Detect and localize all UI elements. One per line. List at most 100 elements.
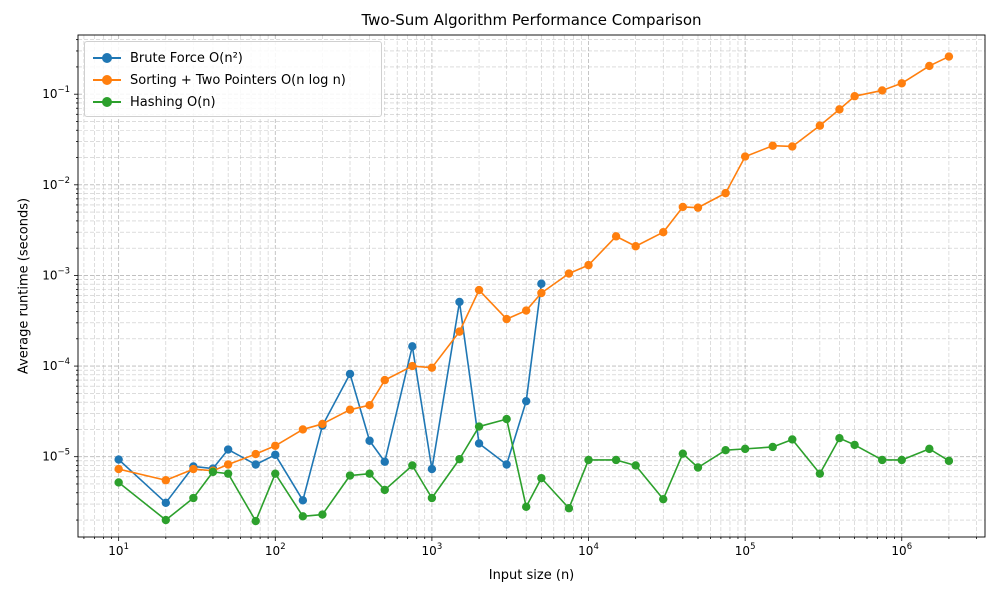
series-line	[118, 418, 950, 522]
x-tick-label: 104	[578, 542, 599, 558]
data-point	[944, 52, 954, 61]
data-point	[537, 288, 546, 298]
data-point	[208, 467, 218, 477]
data-point	[584, 455, 593, 465]
data-point	[502, 414, 511, 424]
data-point	[611, 232, 621, 241]
data-point	[564, 504, 574, 513]
data-point	[408, 461, 417, 470]
data-point	[251, 460, 260, 469]
chart-title: Two-Sum Algorithm Performance Comparison	[361, 11, 702, 29]
data-point	[365, 401, 374, 410]
data-point	[298, 496, 308, 505]
series-1	[114, 52, 954, 485]
data-point	[298, 425, 308, 434]
data-point	[427, 493, 437, 503]
data-point	[408, 361, 417, 371]
legend-swatch	[93, 75, 121, 85]
x-tick-label: 103	[422, 542, 443, 558]
data-point	[114, 464, 123, 474]
legend-item-brute-force: Brute Force O(n²)	[93, 47, 373, 69]
data-point	[271, 441, 280, 450]
data-point	[345, 471, 355, 480]
data-point	[455, 327, 464, 336]
series-line	[118, 55, 950, 482]
data-point	[788, 435, 797, 444]
data-point	[251, 449, 260, 459]
data-point	[740, 152, 750, 161]
legend-swatch	[93, 97, 121, 107]
data-point	[768, 141, 777, 150]
data-point	[659, 228, 668, 237]
data-point	[223, 445, 233, 454]
y-axis-label: Average runtime (seconds)	[16, 197, 32, 375]
data-point	[271, 469, 280, 478]
data-point	[455, 297, 464, 307]
data-point	[815, 469, 825, 478]
y-tick-label: 10−3	[42, 266, 70, 282]
data-point	[522, 502, 531, 511]
data-point	[925, 61, 934, 71]
data-point	[877, 86, 887, 95]
data-point	[944, 456, 954, 466]
data-point	[740, 444, 750, 454]
data-point	[427, 363, 437, 372]
legend-item-hashing: Hashing O(n)	[93, 91, 373, 113]
data-point	[564, 269, 574, 278]
x-tick-label: 106	[891, 542, 912, 558]
data-point	[850, 92, 859, 101]
data-point	[678, 202, 688, 212]
data-point	[678, 449, 688, 458]
data-point	[318, 419, 327, 429]
data-point	[537, 473, 546, 483]
legend-label: Sorting + Two Pointers O(n log n)	[130, 72, 346, 88]
data-point	[318, 510, 327, 519]
data-point	[251, 516, 260, 526]
x-tick-label: 105	[735, 542, 756, 558]
data-point	[474, 439, 484, 448]
data-point	[455, 454, 464, 464]
data-point	[380, 485, 389, 495]
data-point	[897, 455, 906, 465]
data-point	[223, 469, 233, 478]
data-point	[189, 464, 198, 474]
x-axis-label: Input size (n)	[488, 568, 575, 583]
x-tick-label: 102	[265, 542, 286, 558]
data-point	[659, 494, 668, 504]
data-point	[161, 498, 171, 507]
data-point	[345, 405, 355, 414]
data-point	[925, 444, 934, 454]
data-point	[522, 306, 531, 315]
data-point	[537, 279, 546, 288]
data-point	[815, 121, 825, 130]
data-point	[408, 342, 417, 351]
data-point	[877, 455, 887, 465]
data-point	[427, 464, 437, 474]
data-point	[768, 442, 777, 452]
data-point	[584, 260, 593, 270]
y-tick-label: 10−5	[42, 448, 70, 464]
y-tick-label: 10−4	[42, 357, 70, 373]
data-point	[365, 469, 374, 478]
data-point	[611, 455, 621, 465]
data-point	[693, 463, 703, 472]
data-point	[380, 457, 389, 466]
data-point	[788, 142, 797, 151]
legend-item-sorting-two-pointers: Sorting + Two Pointers O(n log n)	[93, 69, 373, 91]
legend-swatch	[93, 53, 121, 63]
data-point	[631, 461, 640, 470]
data-point	[897, 79, 906, 88]
series-2	[114, 414, 954, 526]
data-point	[474, 422, 484, 431]
legend: Brute Force O(n²) Sorting + Two Pointers…	[84, 41, 382, 117]
data-point	[502, 460, 511, 469]
data-point	[474, 285, 484, 295]
data-point	[693, 203, 703, 212]
legend-label: Hashing O(n)	[130, 94, 216, 110]
y-tick-label: 10−2	[42, 176, 70, 192]
data-point	[223, 460, 233, 469]
data-point	[298, 512, 308, 521]
data-point	[502, 314, 511, 324]
data-point	[631, 242, 640, 251]
